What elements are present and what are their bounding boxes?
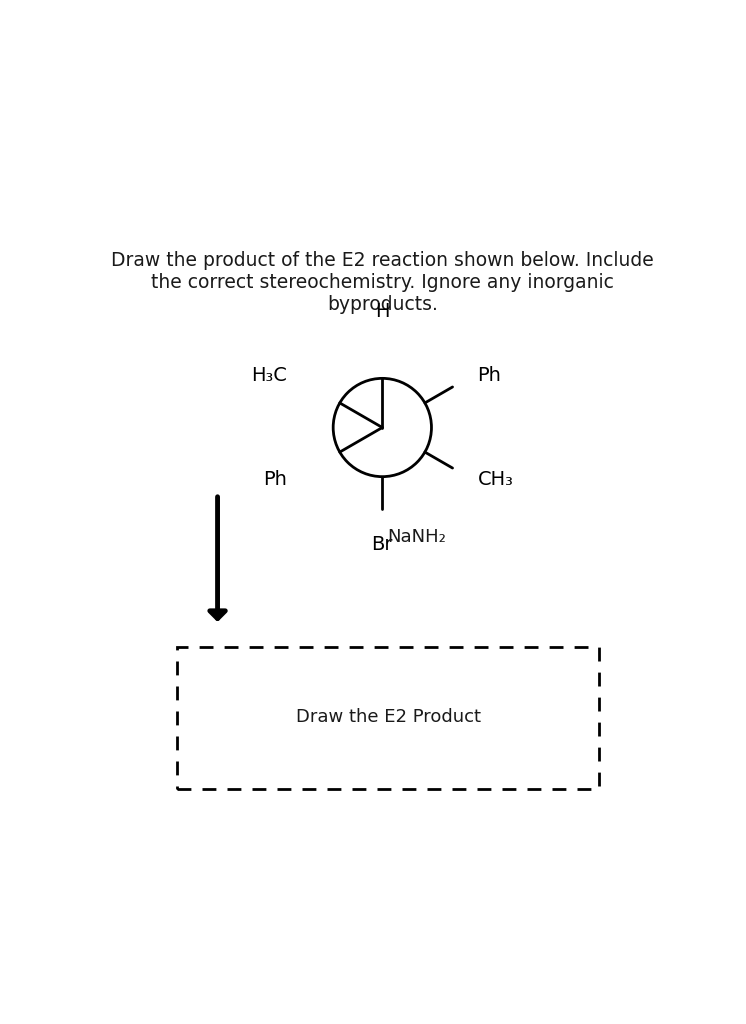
Text: Ph: Ph: [477, 367, 501, 385]
Text: Br: Br: [372, 536, 393, 554]
Text: Draw the product of the E2 reaction shown below. Include
the correct stereochemi: Draw the product of the E2 reaction show…: [111, 251, 653, 314]
Bar: [177, 647, 599, 788]
Text: Draw the E2 Product: Draw the E2 Product: [295, 708, 480, 726]
Text: H₃C: H₃C: [251, 367, 287, 385]
Text: H: H: [375, 302, 389, 322]
Text: Ph: Ph: [263, 470, 287, 488]
Text: CH₃: CH₃: [477, 470, 513, 488]
Text: NaNH₂: NaNH₂: [388, 528, 446, 547]
